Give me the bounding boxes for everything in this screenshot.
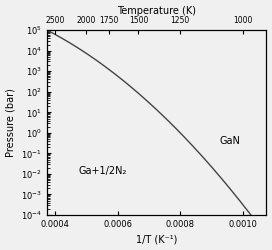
X-axis label: 1/T (K⁻¹): 1/T (K⁻¹): [136, 234, 177, 244]
Y-axis label: Pressure (bar): Pressure (bar): [5, 88, 16, 157]
Text: GaN: GaN: [220, 136, 240, 146]
X-axis label: Temperature (K): Temperature (K): [117, 6, 196, 16]
Text: Ga+1/2N₂: Ga+1/2N₂: [78, 166, 127, 176]
